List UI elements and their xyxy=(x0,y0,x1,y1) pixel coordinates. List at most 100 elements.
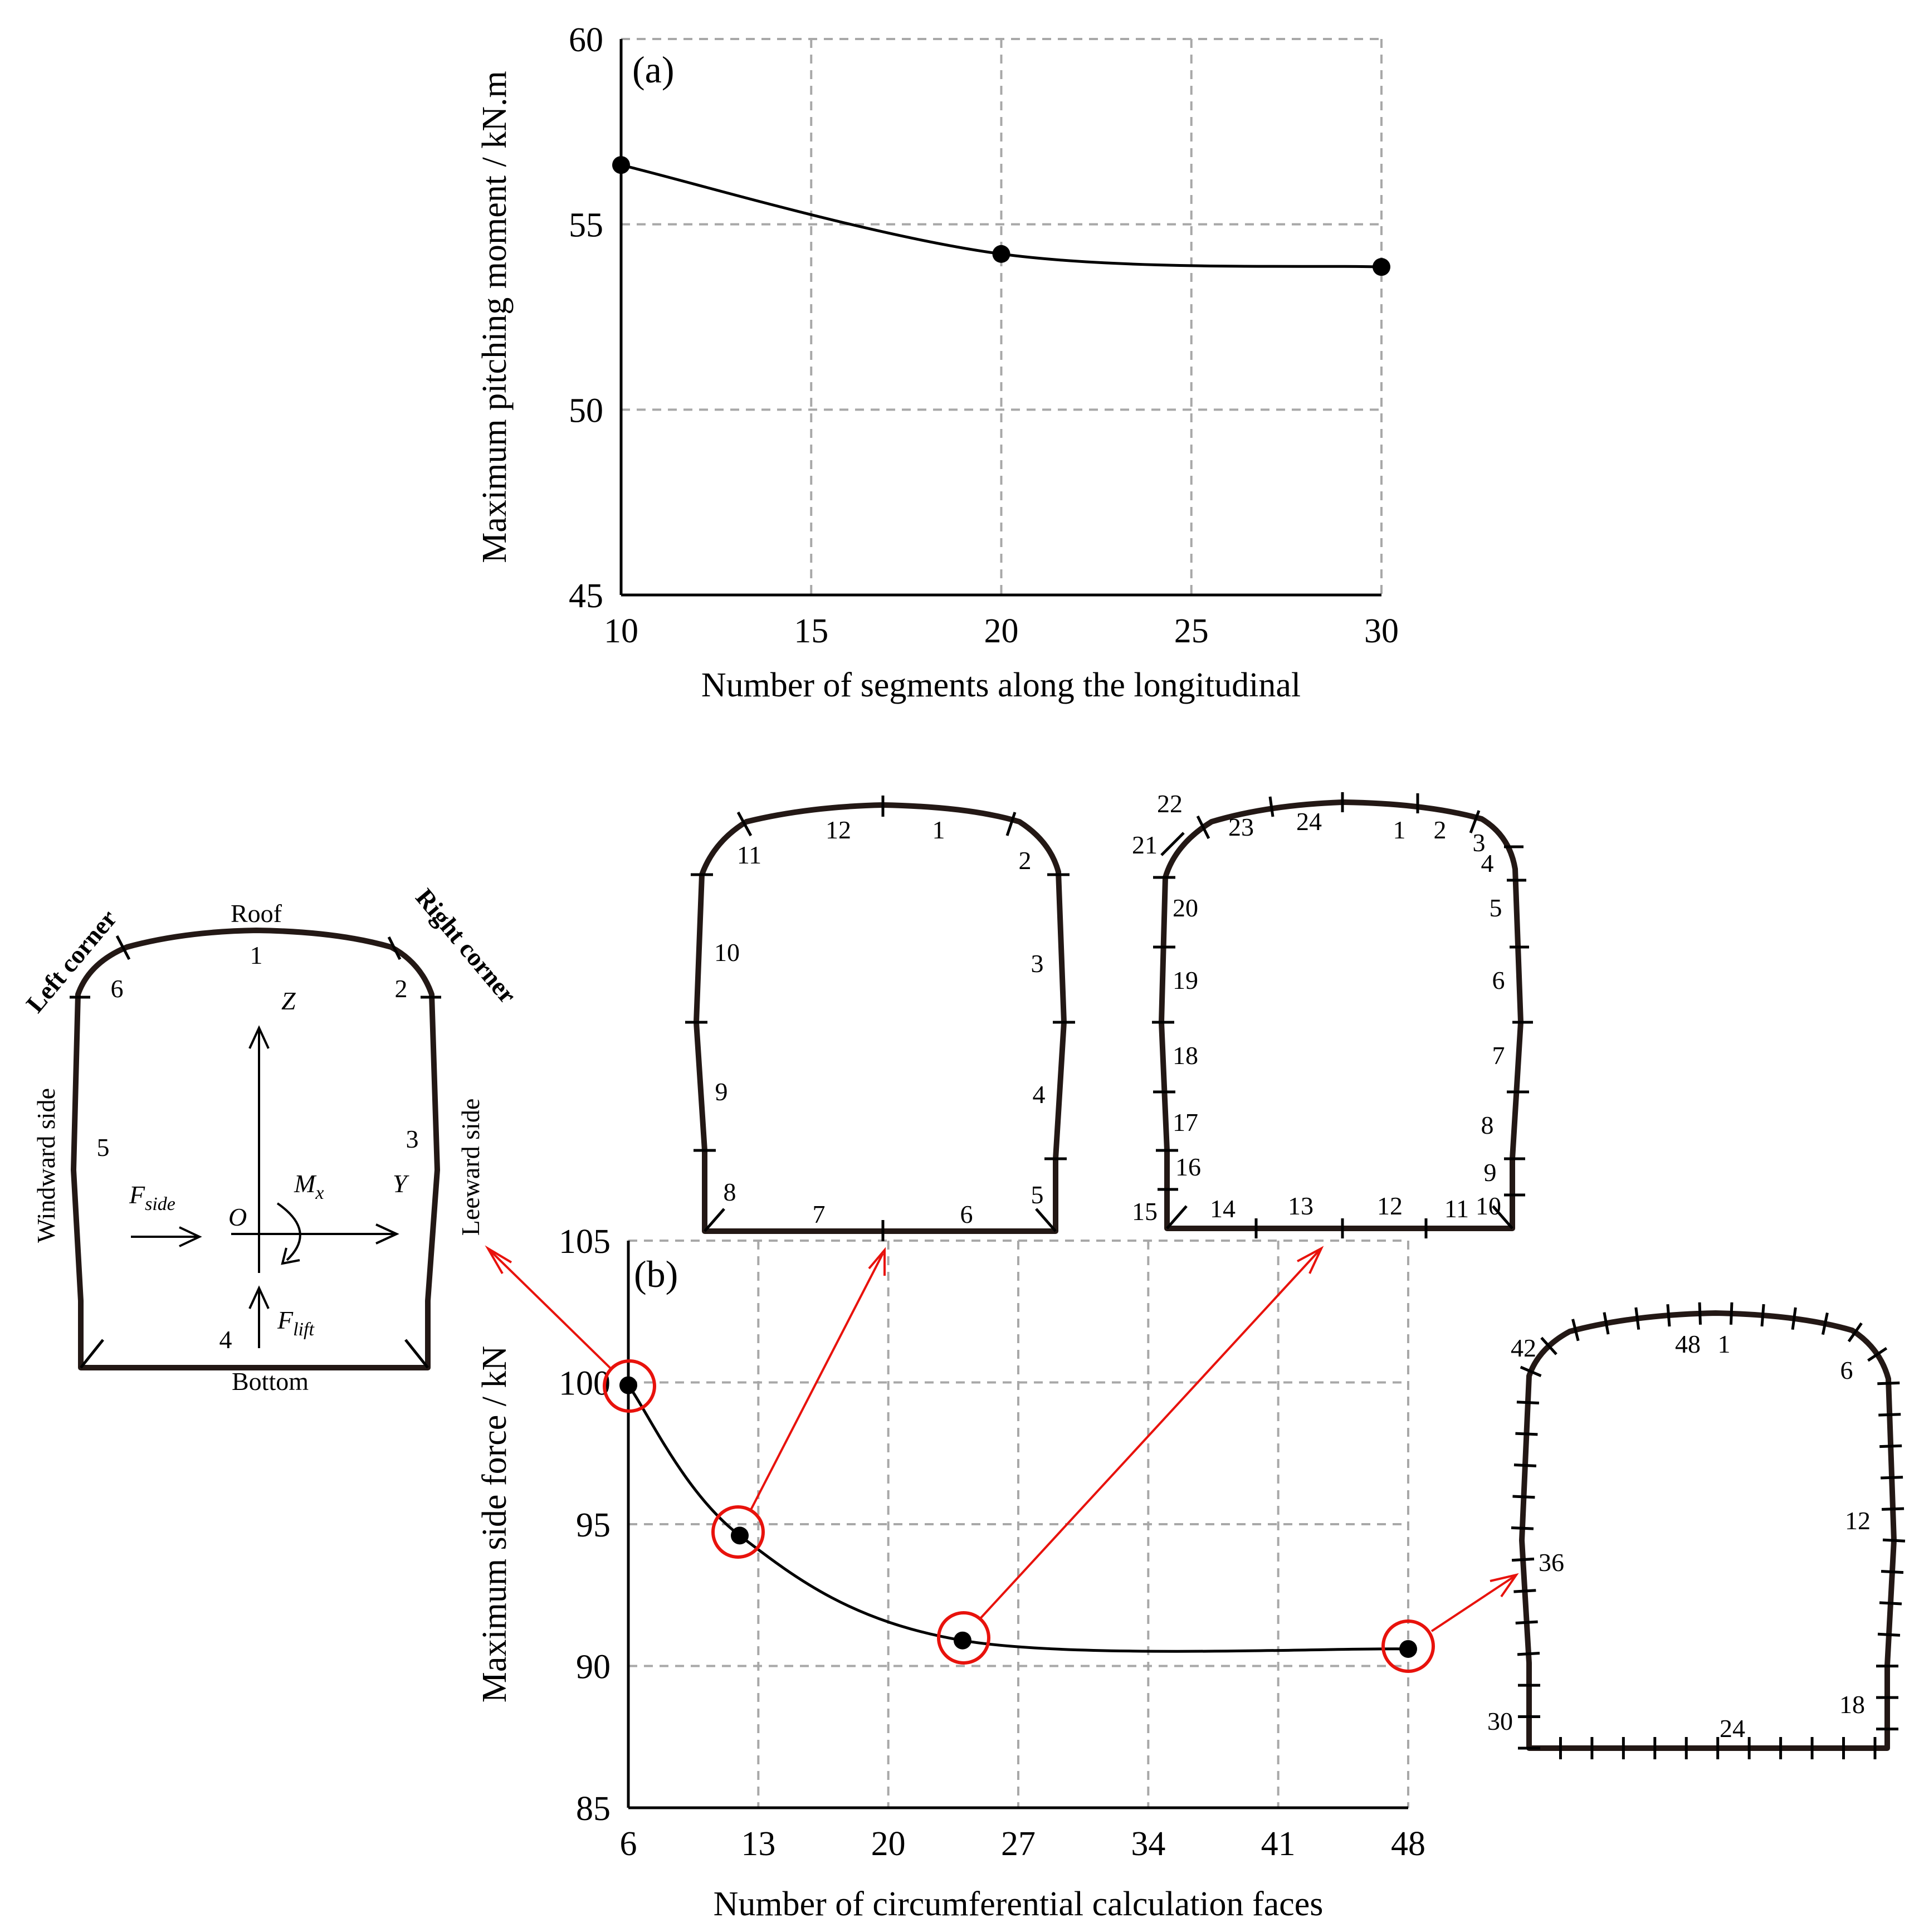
face-tick-48 xyxy=(1881,1569,1904,1574)
chart-b-x-label: Number of circumferential calculation fa… xyxy=(714,1885,1324,1923)
highlight-circle-24 xyxy=(937,1611,990,1665)
face-label-48-12: 12 xyxy=(1845,1506,1871,1535)
face-tick-48 xyxy=(1666,1304,1671,1327)
cross-section-24-faces: 1 2 3 4 5 6 7 8 9 10 11 12 13 14 15 16 1… xyxy=(1132,789,1533,1238)
face-label-24-4: 4 xyxy=(1481,849,1494,877)
cross-section-12-faces: 1 2 3 4 5 6 7 8 9 10 11 12 xyxy=(685,796,1075,1241)
face-label-24-19: 19 xyxy=(1173,966,1198,994)
face-label-24-16: 16 xyxy=(1175,1153,1201,1181)
face-tick-48 xyxy=(1867,1346,1888,1362)
chartA-data-point xyxy=(1373,258,1390,276)
face-tick-48 xyxy=(1821,1312,1829,1335)
label-leeward-side: Leeward side xyxy=(456,1099,485,1236)
face-tick-48 xyxy=(1512,1495,1535,1499)
face-label-24-1: 1 xyxy=(1393,816,1406,844)
chartB-y-tick-label: 95 xyxy=(576,1506,611,1544)
chart-a-x-ticks: 10 15 20 25 30 xyxy=(604,612,1399,650)
face-label-12-8: 8 xyxy=(724,1178,736,1206)
label-y-axis: Y xyxy=(393,1169,409,1198)
face-label-12-3: 3 xyxy=(1031,949,1044,978)
face-label-24-12: 12 xyxy=(1377,1192,1403,1220)
face-tick-48 xyxy=(1571,1319,1580,1341)
face-boundary-ticks-6 xyxy=(70,935,441,1369)
face-label-12-9: 9 xyxy=(715,1077,728,1106)
face-tick-48 xyxy=(1513,1463,1537,1467)
chartA-x-tick-label: 30 xyxy=(1364,612,1399,650)
face-label-24-23: 23 xyxy=(1228,813,1254,841)
face-label-24-8: 8 xyxy=(1481,1111,1494,1139)
chart-b-grid xyxy=(628,1240,1409,1808)
chartB-data-point xyxy=(619,1376,637,1394)
face-label-12-4: 4 xyxy=(1033,1080,1046,1109)
face-label-24-5: 5 xyxy=(1490,894,1502,922)
face-label-12-11: 11 xyxy=(737,841,761,869)
face-label-12-2: 2 xyxy=(1019,846,1032,875)
chartA-x-tick-label: 15 xyxy=(794,612,828,650)
chartB-y-tick-label: 105 xyxy=(559,1223,611,1261)
chartA-x-tick-label: 10 xyxy=(604,612,638,650)
face-boundary-ticks-48 xyxy=(1511,1302,1906,1759)
face-tick-48 xyxy=(1877,1632,1901,1637)
face-tick-48 xyxy=(1511,1526,1534,1530)
chart-b-y-label: Maximum side force / kN xyxy=(476,1346,514,1703)
chartB-x-tick-label: 41 xyxy=(1261,1825,1296,1863)
face-label-24-9: 9 xyxy=(1484,1158,1497,1187)
chartA-x-tick-label: 25 xyxy=(1174,612,1209,650)
face-label-24-14: 14 xyxy=(1210,1194,1236,1223)
face-label-24-7: 7 xyxy=(1492,1041,1505,1070)
face-label-12-6: 6 xyxy=(960,1200,973,1228)
face-label-24-20: 20 xyxy=(1173,894,1198,922)
face-label-48-24: 24 xyxy=(1720,1714,1745,1743)
label-windward-side: Windward side xyxy=(32,1088,60,1243)
face-tick-48 xyxy=(1882,1538,1906,1543)
face-label-24-24: 24 xyxy=(1296,807,1322,836)
chart-b-x-ticks: 6 13 20 27 34 41 48 xyxy=(620,1825,1426,1863)
chart-a-x-label: Number of segments along the longitudina… xyxy=(701,666,1301,704)
face-tick-48 xyxy=(1847,1322,1863,1343)
chart-a-grid xyxy=(621,38,1383,595)
chart-a-panel-label: (a) xyxy=(632,48,674,91)
chartA-data-point xyxy=(612,156,630,174)
label-f-side: Fside xyxy=(129,1180,175,1214)
face-label-24-2: 2 xyxy=(1434,816,1447,844)
chartA-data-point xyxy=(992,245,1010,263)
chartB-x-tick-label: 27 xyxy=(1001,1825,1036,1863)
train-outline-48 xyxy=(1519,1310,1897,1751)
cross-section-48-faces: 1 48 6 12 18 24 30 36 42 xyxy=(1487,1302,1906,1759)
chartA-y-tick-label: 55 xyxy=(569,207,603,245)
face-label-6-6: 6 xyxy=(111,974,124,1003)
face-tick-48 xyxy=(1520,1365,1542,1377)
face-label-6-5: 5 xyxy=(97,1133,110,1162)
chart-b-series-line xyxy=(627,1384,1409,1653)
chart-b-panel-label: (b) xyxy=(634,1253,678,1295)
chart-a-y-ticks: 45 50 55 60 xyxy=(569,21,603,615)
face-label-24-6: 6 xyxy=(1492,966,1505,994)
chart-b-y-ticks: 85 90 95 100 105 xyxy=(559,1223,611,1828)
face-label-48-48: 48 xyxy=(1675,1330,1701,1358)
chartB-y-tick-label: 100 xyxy=(559,1365,611,1403)
face-label-48-36: 36 xyxy=(1539,1548,1564,1577)
face-boundary-ticks-12 xyxy=(685,796,1075,1241)
train-outline-6 xyxy=(71,928,440,1370)
face-label-24-10: 10 xyxy=(1476,1192,1501,1220)
label-z-axis: Z xyxy=(281,987,296,1015)
chartB-x-tick-label: 13 xyxy=(741,1825,775,1863)
diagram-24-labels: 1 2 3 4 5 6 7 8 9 10 11 12 13 14 15 16 1… xyxy=(1132,789,1505,1226)
face-label-24-22: 22 xyxy=(1157,789,1183,818)
coordinate-axes xyxy=(131,1025,399,1348)
face-label-24-18: 18 xyxy=(1173,1041,1198,1070)
face-tick-48 xyxy=(1603,1312,1610,1335)
face-label-6-2: 2 xyxy=(395,974,408,1003)
face-tick-48 xyxy=(1513,1589,1536,1593)
chartB-x-tick-label: 20 xyxy=(871,1825,906,1863)
chartB-data-point xyxy=(731,1526,749,1545)
face-tick-48 xyxy=(1878,1413,1901,1417)
arrow-48-faces xyxy=(1430,1573,1519,1632)
train-outline-24 xyxy=(1159,799,1524,1231)
face-label-24-15: 15 xyxy=(1132,1197,1158,1226)
label-m-x: Mx xyxy=(294,1169,324,1203)
label-f-lift: Flift xyxy=(277,1306,315,1340)
chartB-x-tick-label: 34 xyxy=(1131,1825,1165,1863)
label-roof: Roof xyxy=(231,899,282,928)
